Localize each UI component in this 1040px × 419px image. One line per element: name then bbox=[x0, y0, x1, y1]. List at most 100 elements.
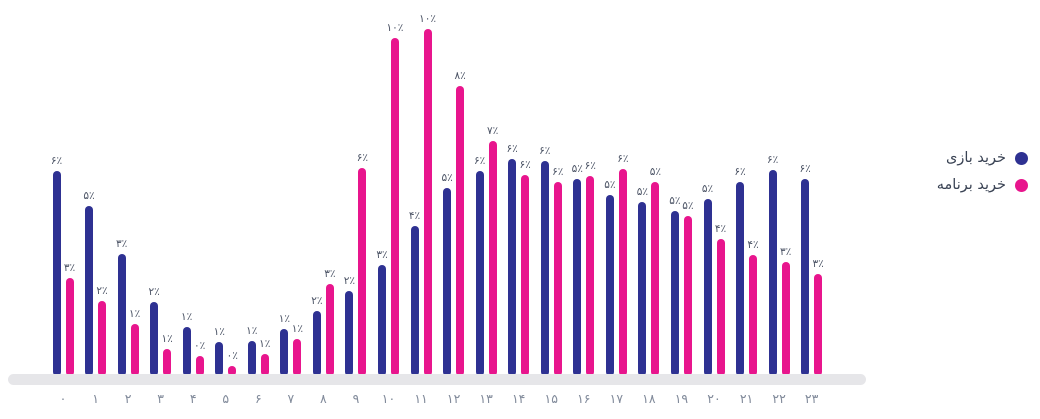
bar-game-hour-0 bbox=[52, 171, 61, 376]
bar-app-hour-5 bbox=[228, 366, 237, 376]
legend-marker-circle-icon bbox=[1015, 151, 1028, 165]
bar-game-hour-16 bbox=[573, 179, 582, 376]
x-axis-label-hour-22: ۲۲ bbox=[772, 391, 786, 406]
bar-value-label-app-hour-5: ۰٪ bbox=[226, 350, 238, 362]
bar-value-label-game-hour-21: ۶٪ bbox=[734, 166, 746, 178]
x-axis-label-hour-15: ۱۵ bbox=[544, 391, 558, 406]
bar-value-label-app-hour-17: ۶٪ bbox=[617, 153, 629, 165]
bar-value-label-app-hour-12: ۸٪ bbox=[454, 70, 466, 82]
x-axis-label-hour-1: ۱ bbox=[92, 391, 99, 406]
bar-value-label-app-hour-7: ۱٪ bbox=[291, 323, 303, 335]
bar-value-label-app-hour-1: ۲٪ bbox=[96, 285, 108, 297]
bar-value-label-app-hour-22: ۳٪ bbox=[779, 246, 792, 258]
legend-label-apps: خرید برنامه bbox=[936, 177, 1006, 193]
bar-app-hour-1 bbox=[98, 301, 107, 376]
bar-value-label-game-hour-13: ۶٪ bbox=[474, 155, 486, 167]
legend-item-apps: خرید برنامه bbox=[937, 177, 1028, 193]
bar-game-hour-11 bbox=[410, 226, 419, 376]
bar-app-hour-10 bbox=[391, 38, 399, 376]
bar-app-hour-21 bbox=[749, 255, 758, 376]
x-axis-label-hour-17: ۱۷ bbox=[609, 391, 624, 406]
bar-game-hour-3 bbox=[150, 302, 159, 376]
bar-game-hour-18 bbox=[638, 202, 647, 376]
bar-game-hour-20 bbox=[703, 199, 712, 376]
bar-game-hour-13 bbox=[475, 171, 484, 376]
x-axis-label-hour-11: ۱۱ bbox=[414, 391, 428, 406]
bar-value-label-app-hour-4: ۰٪ bbox=[194, 340, 206, 352]
bar-app-hour-7 bbox=[293, 339, 302, 376]
bar-value-label-game-hour-18: ۵٪ bbox=[636, 186, 649, 198]
bar-value-label-game-hour-20: ۵٪ bbox=[701, 183, 714, 195]
x-axis-label-hour-8: ۸ bbox=[320, 391, 327, 406]
legend-item-games: خرید بازی bbox=[937, 150, 1028, 166]
bar-game-hour-19 bbox=[670, 211, 679, 376]
x-axis-label-hour-4: ۴ bbox=[189, 391, 197, 406]
bar-value-label-game-hour-15: ۶٪ bbox=[539, 145, 551, 157]
bar-value-label-app-hour-9: ۶٪ bbox=[356, 152, 369, 164]
bar-game-hour-21 bbox=[736, 182, 745, 376]
bar-value-label-app-hour-10: ۱۰٪ bbox=[386, 22, 404, 34]
bar-value-label-game-hour-0: ۶٪ bbox=[50, 155, 63, 167]
bar-app-hour-20 bbox=[716, 239, 725, 376]
bar-game-hour-7 bbox=[280, 329, 289, 376]
x-axis-label-hour-14: ۱۴ bbox=[511, 391, 526, 406]
bar-value-label-app-hour-23: ۳٪ bbox=[812, 258, 824, 270]
legend-label-games: خرید بازی bbox=[945, 150, 1006, 166]
bar-game-hour-5 bbox=[215, 342, 224, 376]
bar-value-label-game-hour-7: ۱٪ bbox=[278, 313, 290, 325]
legend-marker-circle-icon bbox=[1015, 178, 1028, 192]
bar-value-label-app-hour-14: ۶٪ bbox=[519, 159, 531, 171]
x-axis-label-hour-12: ۱۲ bbox=[446, 391, 461, 406]
bar-game-hour-6 bbox=[247, 341, 256, 376]
bar-value-label-app-hour-3: ۱٪ bbox=[161, 333, 173, 345]
bar-app-hour-4 bbox=[195, 356, 204, 376]
x-axis-label-hour-3: ۳ bbox=[157, 391, 164, 406]
bar-app-hour-8 bbox=[325, 284, 334, 376]
bar-game-hour-2 bbox=[117, 254, 126, 376]
bar-value-label-game-hour-12: ۵٪ bbox=[441, 172, 453, 184]
bar-value-label-app-hour-21: ۴٪ bbox=[747, 239, 759, 251]
x-axis-label-hour-2: ۲ bbox=[124, 391, 132, 406]
bar-app-hour-14 bbox=[521, 175, 530, 376]
bar-value-label-game-hour-23: ۶٪ bbox=[799, 163, 811, 175]
bar-value-label-game-hour-9: ۲٪ bbox=[343, 275, 356, 287]
bar-value-label-app-hour-20: ۴٪ bbox=[714, 223, 727, 235]
bar-app-hour-13 bbox=[488, 141, 497, 376]
bar-app-hour-2 bbox=[130, 324, 139, 376]
bar-value-label-app-hour-11: ۱۰٪ bbox=[419, 13, 436, 25]
legend: خرید بازی خرید برنامه bbox=[937, 150, 1028, 193]
x-axis-label-hour-19: ۱۹ bbox=[674, 391, 689, 406]
x-axis-label-hour-10: ۱۰ bbox=[381, 391, 396, 406]
bar-game-hour-15 bbox=[540, 161, 549, 376]
bar-game-hour-1 bbox=[85, 206, 94, 376]
bar-game-hour-14 bbox=[508, 159, 517, 376]
bar-game-hour-23 bbox=[801, 179, 810, 376]
bar-value-label-game-hour-10: ۳٪ bbox=[376, 249, 388, 261]
x-axis-label-hour-21: ۲۱ bbox=[739, 391, 754, 406]
bar-value-label-game-hour-5: ۱٪ bbox=[213, 326, 225, 338]
bar-value-label-game-hour-1: ۵٪ bbox=[83, 190, 95, 202]
bar-value-label-game-hour-3: ۲٪ bbox=[148, 286, 160, 298]
bar-app-hour-11 bbox=[423, 29, 432, 376]
bar-value-label-app-hour-2: ۱٪ bbox=[128, 308, 141, 320]
x-axis-label-hour-6: ۶ bbox=[254, 391, 262, 406]
bar-value-label-app-hour-16: ۶٪ bbox=[584, 160, 596, 172]
bar-value-label-game-hour-17: ۵٪ bbox=[604, 179, 616, 191]
x-axis-label-hour-0: ۰ bbox=[59, 391, 67, 406]
bar-value-label-app-hour-18: ۵٪ bbox=[649, 166, 662, 178]
x-axis-label-hour-16: ۱۶ bbox=[577, 391, 591, 406]
x-axis-label-hour-20: ۲۰ bbox=[707, 391, 721, 406]
bar-app-hour-23 bbox=[814, 274, 823, 376]
bar-value-label-game-hour-2: ۳٪ bbox=[115, 238, 128, 250]
bar-game-hour-10 bbox=[378, 265, 386, 376]
bar-value-label-game-hour-16: ۵٪ bbox=[571, 163, 583, 175]
x-axis-label-hour-23: ۲۳ bbox=[804, 391, 819, 406]
bar-value-label-game-hour-6: ۱٪ bbox=[246, 325, 258, 337]
bar-app-hour-0 bbox=[65, 278, 74, 376]
bar-value-label-game-hour-8: ۲٪ bbox=[311, 295, 323, 307]
bar-value-label-game-hour-19: ۵٪ bbox=[669, 195, 681, 207]
bar-app-hour-22 bbox=[781, 262, 790, 376]
bar-value-label-game-hour-22: ۶٪ bbox=[766, 154, 779, 166]
x-axis-label-hour-9: ۹ bbox=[352, 391, 360, 406]
bar-app-hour-12 bbox=[456, 86, 465, 376]
